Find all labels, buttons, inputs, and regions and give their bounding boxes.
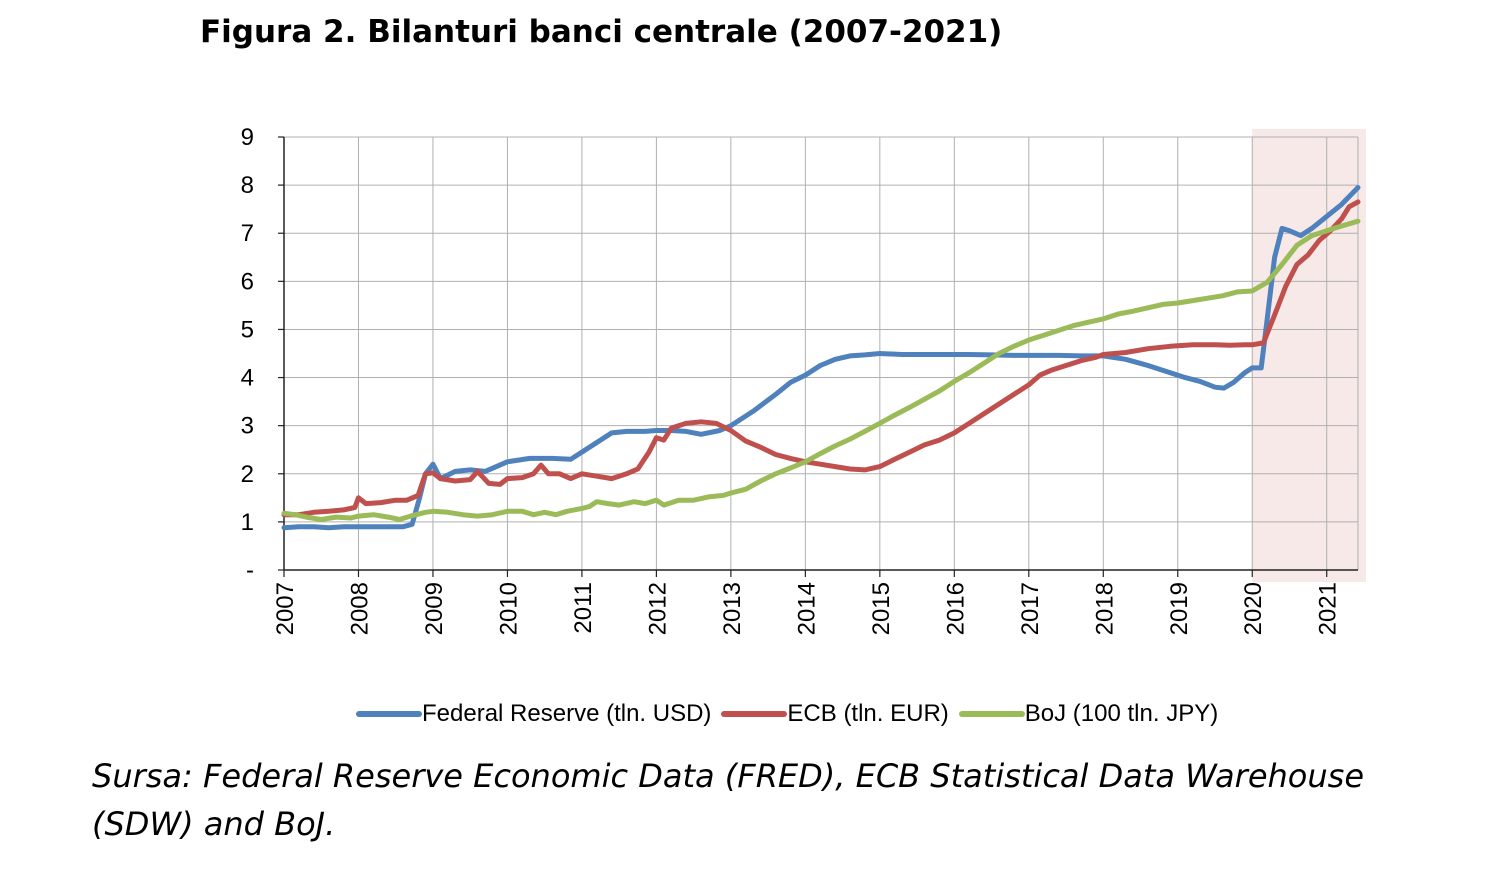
source-note: Sursa: Federal Reserve Economic Data (FR… — [92, 757, 1364, 843]
y-tick-label: 7 — [241, 220, 254, 247]
x-tick-label: 2007 — [272, 582, 299, 635]
chart-title: Figura 2. Bilanturi banci centrale (2007… — [200, 14, 1003, 50]
x-tick-label: 2008 — [346, 582, 373, 635]
x-tick-label: 2020 — [1240, 582, 1267, 635]
x-tick-label: 2016 — [942, 582, 969, 635]
y-axis-tick-labels: - 1 2 3 4 5 6 7 8 9 — [241, 124, 254, 584]
legend-swatch-federal-reserve — [356, 711, 422, 717]
x-tick-label: 2009 — [421, 582, 448, 635]
legend: Federal Reserve (tln. USD) ECB (tln. EUR… — [356, 700, 1218, 728]
series-lines — [281, 185, 1361, 531]
y-tick-label: 6 — [241, 268, 254, 295]
legend-item-federal-reserve: Federal Reserve (tln. USD) — [356, 700, 711, 728]
series-line-0 — [281, 185, 1361, 531]
legend-label-federal-reserve: Federal Reserve (tln. USD) — [422, 700, 712, 727]
x-axis-tick-labels: 2007 2008 2009 2010 2011 2012 2013 2014 2015 2016… — [272, 582, 1342, 635]
y-tick-label: 2 — [241, 461, 254, 488]
x-tick-label: 2014 — [793, 582, 820, 635]
legend-label-boj: BoJ (100 tln. JPY) — [1024, 700, 1219, 727]
x-tick-label: 2021 — [1315, 582, 1342, 635]
y-tick-label: 1 — [241, 509, 254, 536]
legend-label-ecb: ECB (tln. EUR) — [787, 700, 949, 727]
legend-item-ecb: ECB (tln. EUR) — [721, 700, 949, 728]
legend-item-boj: BoJ (100 tln. JPY) — [958, 700, 1219, 728]
y-tick-label: 5 — [241, 316, 254, 343]
x-tick-label: 2012 — [644, 582, 671, 635]
y-tick-label: 9 — [241, 124, 254, 151]
axes — [278, 136, 1358, 577]
legend-swatch-boj — [958, 711, 1025, 717]
x-tick-label: 2018 — [1091, 582, 1118, 635]
y-tick-label: - — [246, 557, 254, 584]
y-tick-label: 4 — [241, 365, 254, 392]
shaded-region-2020-2021 — [1252, 129, 1366, 582]
series-line-2 — [281, 218, 1361, 522]
x-tick-label: 2019 — [1166, 582, 1193, 635]
gridlines — [284, 136, 1359, 570]
x-tick-label: 2013 — [719, 582, 746, 635]
x-tick-label: 2011 — [570, 582, 597, 634]
legend-swatch-ecb — [721, 711, 788, 717]
y-tick-label: 3 — [241, 413, 254, 440]
x-tick-label: 2010 — [495, 582, 522, 635]
x-tick-label: 2017 — [1017, 582, 1044, 635]
series-line-1 — [281, 199, 1361, 518]
y-tick-label: 8 — [241, 172, 254, 199]
x-tick-label: 2015 — [868, 582, 895, 635]
